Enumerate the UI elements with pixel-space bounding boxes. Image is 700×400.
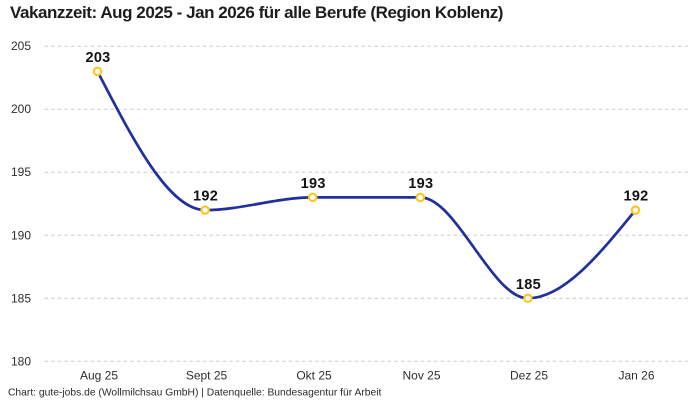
svg-text:195: 195 <box>11 165 31 179</box>
svg-text:Dez 25: Dez 25 <box>510 369 548 383</box>
svg-text:190: 190 <box>11 228 31 242</box>
svg-text:Jan 26: Jan 26 <box>618 369 654 383</box>
svg-text:Aug 25: Aug 25 <box>80 369 118 383</box>
svg-text:192: 192 <box>193 189 218 205</box>
svg-text:Chart: gute-jobs.de (Wollmilch: Chart: gute-jobs.de (Wollmilchsau GmbH) … <box>8 388 381 399</box>
svg-text:192: 192 <box>623 189 648 205</box>
svg-text:200: 200 <box>11 102 31 116</box>
svg-text:180: 180 <box>11 354 31 368</box>
svg-text:185: 185 <box>11 291 31 305</box>
svg-text:Nov 25: Nov 25 <box>402 369 440 383</box>
svg-text:Sept 25: Sept 25 <box>186 369 228 383</box>
svg-text:185: 185 <box>516 277 541 293</box>
svg-text:193: 193 <box>408 176 433 192</box>
svg-text:Vakanzzeit: Aug 2025 - Jan 202: Vakanzzeit: Aug 2025 - Jan 2026 für alle… <box>10 3 503 22</box>
svg-text:203: 203 <box>85 50 110 66</box>
svg-text:193: 193 <box>301 176 326 192</box>
svg-text:Okt 25: Okt 25 <box>296 369 332 383</box>
svg-text:205: 205 <box>11 39 31 53</box>
